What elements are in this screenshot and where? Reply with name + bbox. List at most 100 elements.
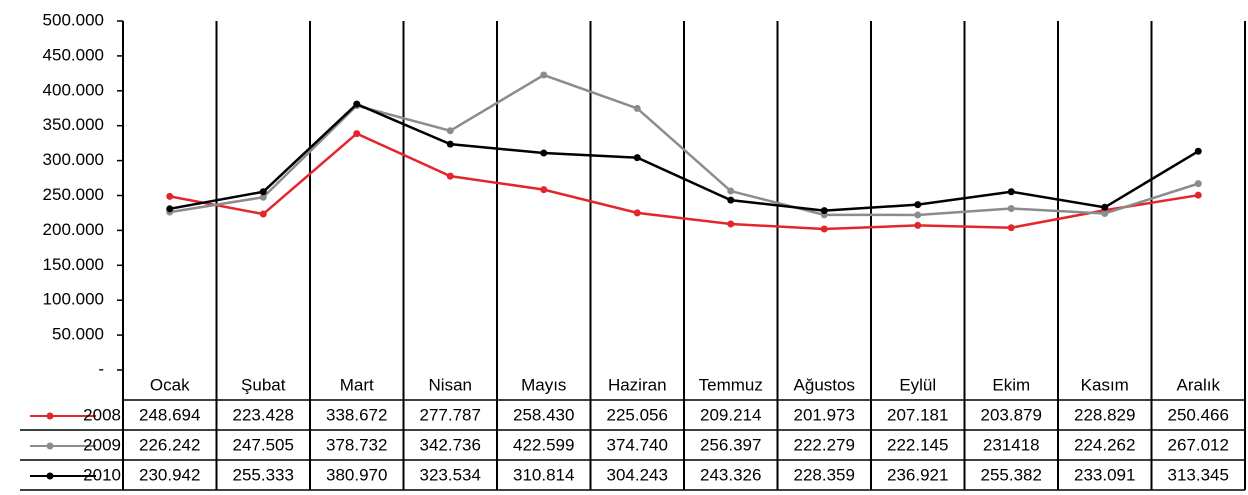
data-label: 378.732 <box>326 435 387 454</box>
data-point <box>1194 180 1202 188</box>
x-tick-label: Aralık <box>1177 375 1221 394</box>
data-label: 323.534 <box>420 465 481 484</box>
data-point <box>633 154 641 162</box>
y-tick-label: 350.000 <box>43 115 104 134</box>
data-label: 247.505 <box>233 435 294 454</box>
y-tick-label: 50.000 <box>52 325 104 344</box>
data-label: 380.970 <box>326 465 387 484</box>
data-label: 374.740 <box>607 435 668 454</box>
y-tick-label: - <box>98 359 104 378</box>
data-point <box>353 100 361 108</box>
data-label: 255.333 <box>233 465 294 484</box>
y-tick-label: 150.000 <box>43 255 104 274</box>
legend-label: 2010 <box>83 465 121 484</box>
y-tick-label: 100.000 <box>43 290 104 309</box>
data-point <box>727 187 735 195</box>
x-tick-label: Eylül <box>899 375 936 394</box>
data-point <box>446 172 454 180</box>
data-point <box>1007 224 1015 232</box>
data-point <box>1194 147 1202 155</box>
data-point <box>540 186 548 194</box>
x-tick-label: Haziran <box>608 375 667 394</box>
data-point <box>540 149 548 157</box>
data-label: 256.397 <box>700 435 761 454</box>
data-label: 236.921 <box>887 465 948 484</box>
data-point <box>1101 209 1109 217</box>
data-point <box>914 221 922 229</box>
x-tick-label: Ekim <box>992 375 1030 394</box>
data-point <box>540 71 548 79</box>
y-tick-label: 200.000 <box>43 220 104 239</box>
legend-marker <box>46 442 54 450</box>
data-label: 228.829 <box>1074 405 1135 424</box>
data-point <box>353 130 361 138</box>
data-label: 250.466 <box>1168 405 1229 424</box>
data-label: 255.382 <box>981 465 1042 484</box>
x-tick-label: Ocak <box>150 375 190 394</box>
data-label: 313.345 <box>1168 465 1229 484</box>
x-tick-label: Şubat <box>241 375 286 394</box>
legend-marker <box>46 472 54 480</box>
data-label: 203.879 <box>981 405 1042 424</box>
x-tick-label: Kasım <box>1081 375 1129 394</box>
series-line <box>169 73 1199 217</box>
data-label: 207.181 <box>887 405 948 424</box>
data-label: 223.428 <box>233 405 294 424</box>
data-label: 201.973 <box>794 405 855 424</box>
data-label: 258.430 <box>513 405 574 424</box>
data-label: 338.672 <box>326 405 387 424</box>
data-point <box>1194 191 1202 199</box>
x-tick-label: Nisan <box>429 375 472 394</box>
legend-label: 2009 <box>83 435 121 454</box>
data-label: 209.214 <box>700 405 761 424</box>
y-tick-label: 250.000 <box>43 185 104 204</box>
data-label: 231418 <box>983 435 1040 454</box>
data-label: 226.242 <box>139 435 200 454</box>
data-label: 304.243 <box>607 465 668 484</box>
data-point <box>166 205 174 213</box>
x-tick-label: Temmuz <box>699 375 763 394</box>
x-tick-label: Mart <box>340 375 374 394</box>
data-label: 248.694 <box>139 405 200 424</box>
data-label: 222.279 <box>794 435 855 454</box>
data-label: 422.599 <box>513 435 574 454</box>
data-label: 224.262 <box>1074 435 1135 454</box>
data-point <box>446 140 454 148</box>
data-point <box>914 211 922 219</box>
series-line <box>169 132 1199 231</box>
data-point <box>820 207 828 215</box>
y-tick-label: 400.000 <box>43 80 104 99</box>
data-label: 222.145 <box>887 435 948 454</box>
y-tick-label: 450.000 <box>43 45 104 64</box>
data-point <box>820 225 828 233</box>
data-label: 277.787 <box>420 405 481 424</box>
y-tick-label: 500.000 <box>43 10 104 29</box>
x-tick-label: Ağustos <box>794 375 855 394</box>
data-point <box>914 201 922 209</box>
y-tick-label: 300.000 <box>43 150 104 169</box>
data-point <box>446 127 454 135</box>
data-point <box>727 196 735 204</box>
data-point <box>633 209 641 217</box>
data-point <box>1101 203 1109 211</box>
series-line <box>169 102 1199 212</box>
data-label: 233.091 <box>1074 465 1135 484</box>
data-point <box>259 188 267 196</box>
legend-marker <box>46 412 54 420</box>
data-point <box>633 104 641 112</box>
data-label: 310.814 <box>513 465 574 484</box>
x-tick-label: Mayıs <box>521 375 566 394</box>
data-point <box>166 192 174 200</box>
data-label: 230.942 <box>139 465 200 484</box>
data-point <box>259 193 267 201</box>
data-point <box>1007 204 1015 212</box>
data-point <box>1007 188 1015 196</box>
legend-label: 2008 <box>83 405 121 424</box>
data-label: 228.359 <box>794 465 855 484</box>
data-label: 225.056 <box>607 405 668 424</box>
data-label: 243.326 <box>700 465 761 484</box>
data-label: 342.736 <box>420 435 481 454</box>
data-point <box>259 210 267 218</box>
data-label: 267.012 <box>1168 435 1229 454</box>
